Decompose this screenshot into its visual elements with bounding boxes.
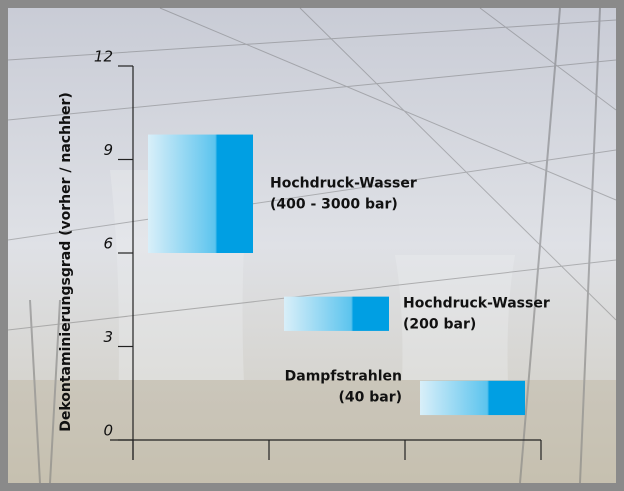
y-tick-label: 6 [103, 235, 113, 253]
bar [148, 135, 253, 253]
y-tick-label: 9 [103, 141, 113, 159]
y-tick-label: 12 [94, 48, 113, 66]
bar-label: (400 - 3000 bar) [270, 196, 398, 212]
bar-label: Hochdruck-Wasser [270, 175, 417, 191]
bar-label: (40 bar) [338, 389, 402, 405]
bar-label: Hochdruck-Wasser [403, 295, 550, 311]
y-tick-label: 0 [103, 422, 113, 440]
bar [284, 297, 389, 331]
bar-label: Dampfstrahlen [285, 368, 402, 384]
y-tick-label: 3 [103, 328, 113, 346]
chart: Dekontaminierungsgrad (vorher / nachher)… [0, 0, 624, 491]
bar [420, 381, 525, 415]
y-axis-label: Dekontaminierungsgrad (vorher / nachher) [58, 92, 74, 432]
bar-label: (200 bar) [403, 316, 476, 332]
